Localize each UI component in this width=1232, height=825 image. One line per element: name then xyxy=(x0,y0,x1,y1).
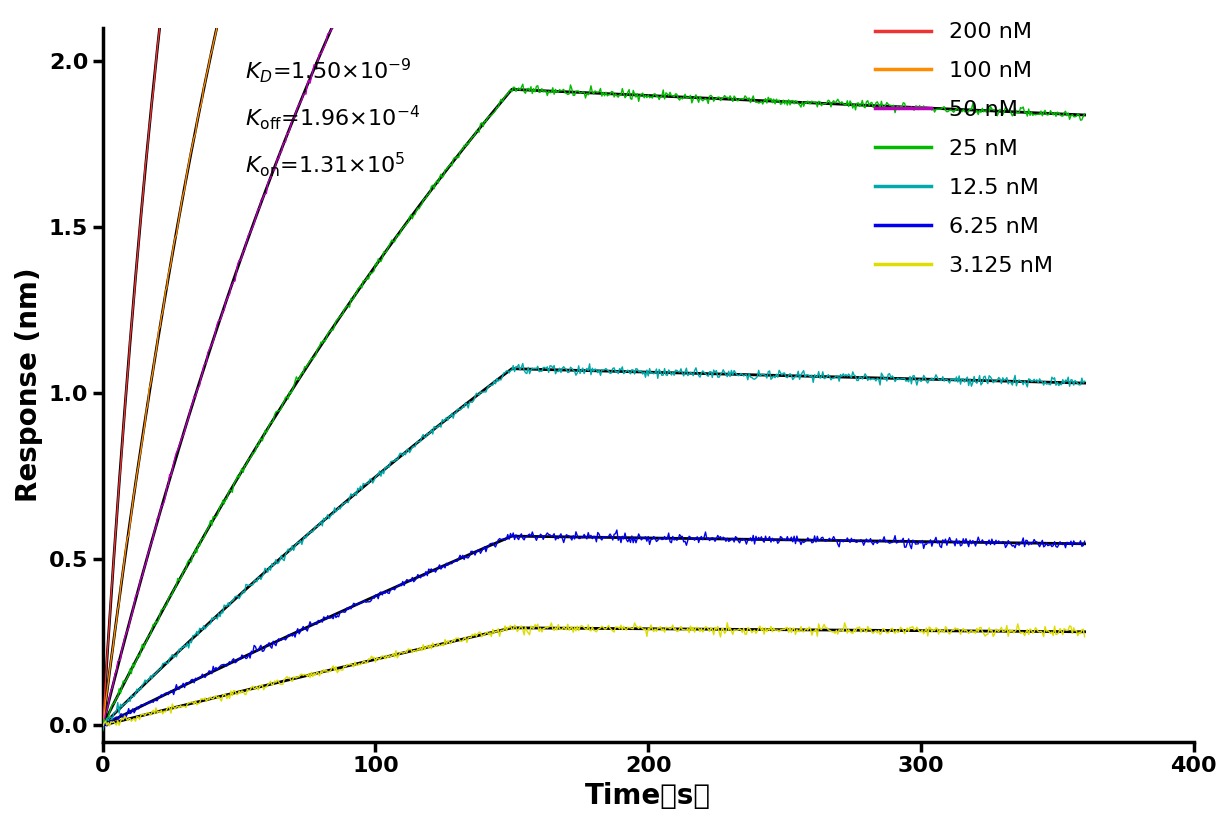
Y-axis label: Response (nm): Response (nm) xyxy=(15,267,43,502)
Text: $\mathit{K}_\mathit{D}$=1.50×10$^{-9}$
$\mathit{K}_\mathrm{off}$=1.96×10$^{-4}$
: $\mathit{K}_\mathit{D}$=1.50×10$^{-9}$ $… xyxy=(245,56,420,178)
Legend: 200 nM, 100 nM, 50 nM, 25 nM, 12.5 nM, 6.25 nM, 3.125 nM: 200 nM, 100 nM, 50 nM, 25 nM, 12.5 nM, 6… xyxy=(866,13,1062,285)
X-axis label: Time（s）: Time（s） xyxy=(585,782,711,810)
